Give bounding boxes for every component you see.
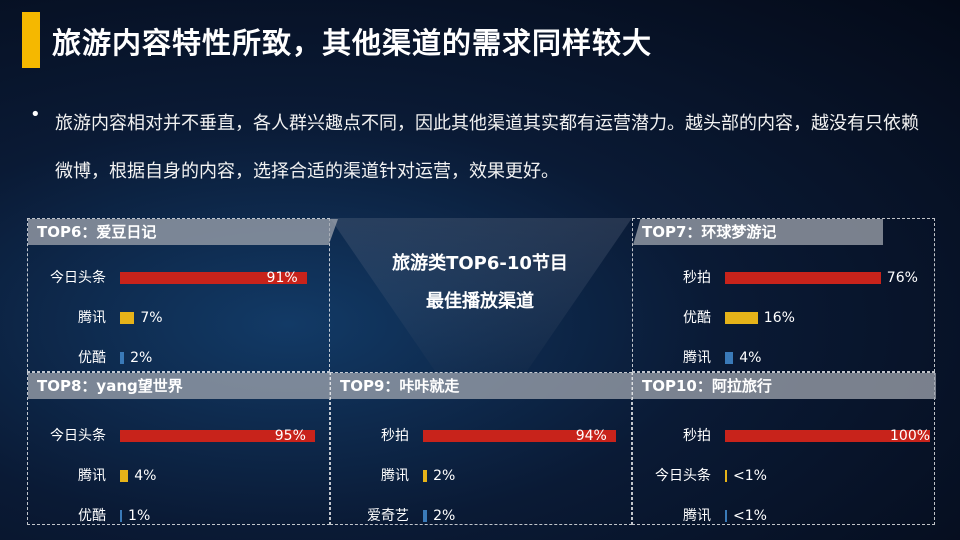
share-value: 91%	[266, 270, 298, 286]
center-title: 旅游类TOP6-10节目 最佳播放渠道	[330, 245, 630, 321]
channel-label: 今日头条	[655, 468, 711, 484]
channel-row: 优酷 1%	[28, 506, 329, 526]
channel-label: 优酷	[78, 508, 106, 524]
share-bar	[120, 352, 125, 364]
channel-label: 优酷	[78, 350, 106, 366]
share-value: 94%	[575, 428, 607, 444]
channel-label: 腾讯	[683, 350, 711, 366]
center-title-line2: 最佳播放渠道	[426, 291, 534, 312]
center-title-line1: 旅游类TOP6-10节目	[392, 253, 568, 274]
channel-row: 腾讯 4%	[633, 348, 934, 368]
channel-label: 腾讯	[381, 468, 409, 484]
share-bar	[725, 312, 758, 324]
share-value: 100%	[890, 428, 931, 444]
share-value: <1%	[733, 508, 767, 524]
panel-header: TOP7：环球梦游记	[633, 219, 883, 245]
channel-label: 今日头条	[50, 270, 106, 286]
panel-header: TOP6：爱豆日记	[28, 219, 338, 245]
share-value: 95%	[274, 428, 306, 444]
share-value: 4%	[134, 468, 157, 484]
share-bar	[725, 430, 930, 442]
share-bar	[423, 430, 616, 442]
share-value: 2%	[130, 350, 153, 366]
channel-panel: TOP8：yang望世界 今日头条 95% 腾讯 4% 优酷 1%	[27, 372, 331, 526]
page-title: 旅游内容特性所致，其他渠道的需求同样较大	[52, 26, 653, 60]
description-paragraph: 旅游内容相对并不垂直，各人群兴趣点不同，因此其他渠道其实都有运营潜力。越头部的内…	[55, 113, 919, 182]
channel-row: 秒拍 76%	[633, 268, 934, 288]
share-value: 2%	[433, 508, 456, 524]
share-value: 2%	[433, 468, 456, 484]
panel-header: TOP8：yang望世界	[28, 373, 331, 399]
channel-row: 优酷 16%	[633, 308, 934, 328]
channel-label: 腾讯	[78, 310, 106, 326]
channel-label: 秒拍	[683, 428, 711, 444]
panel-header: TOP10：阿拉旅行	[633, 373, 936, 399]
share-bar	[423, 470, 428, 482]
share-bar	[120, 510, 123, 522]
channel-row: 优酷 2%	[28, 348, 329, 368]
channel-panel: TOP10：阿拉旅行 秒拍 100% 今日头条 <1% 腾讯 <1%	[632, 372, 936, 526]
share-value: 7%	[140, 310, 163, 326]
channel-row: 秒拍 100%	[633, 426, 934, 446]
channel-panel: TOP7：环球梦游记 秒拍 76% 优酷 16% 腾讯 4%	[632, 218, 935, 372]
share-value: 4%	[739, 350, 762, 366]
share-bar	[725, 352, 734, 364]
share-bar	[423, 510, 428, 522]
share-bar	[120, 470, 129, 482]
channel-panel: TOP6：爱豆日记 今日头条 91% 腾讯 7% 优酷 2%	[27, 218, 338, 372]
channel-row: 爱奇艺 2%	[331, 506, 631, 526]
channel-label: 爱奇艺	[367, 508, 409, 524]
panel-header: TOP9：咔咔就走	[331, 373, 633, 399]
channel-row: 腾讯 2%	[331, 466, 631, 486]
channel-label: 秒拍	[381, 428, 409, 444]
channel-label: 优酷	[683, 310, 711, 326]
channel-row: 秒拍 94%	[331, 426, 631, 446]
title-accent-bar	[22, 12, 40, 68]
channel-row: 腾讯 4%	[28, 466, 329, 486]
share-value: 16%	[763, 310, 795, 326]
share-bar	[120, 312, 135, 324]
channel-row: 腾讯 7%	[28, 308, 329, 328]
share-bar	[725, 510, 727, 522]
channel-row: 腾讯 <1%	[633, 506, 934, 526]
bullet-marker: •	[30, 104, 41, 125]
channel-label: 腾讯	[78, 468, 106, 484]
channel-row: 今日头条 <1%	[633, 466, 934, 486]
channel-row: 今日头条 95%	[28, 426, 329, 446]
channel-row: 今日头条 91%	[28, 268, 329, 288]
channel-label: 腾讯	[683, 508, 711, 524]
channel-label: 今日头条	[50, 428, 106, 444]
share-value: <1%	[733, 468, 767, 484]
channel-label: 秒拍	[683, 270, 711, 286]
share-bar	[120, 430, 315, 442]
channel-panel: TOP9：咔咔就走 秒拍 94% 腾讯 2% 爱奇艺 2%	[330, 372, 633, 526]
share-bar	[725, 272, 881, 284]
share-value: 76%	[886, 270, 918, 286]
share-bar	[120, 272, 307, 284]
share-bar	[725, 470, 727, 482]
share-value: 1%	[128, 508, 151, 524]
